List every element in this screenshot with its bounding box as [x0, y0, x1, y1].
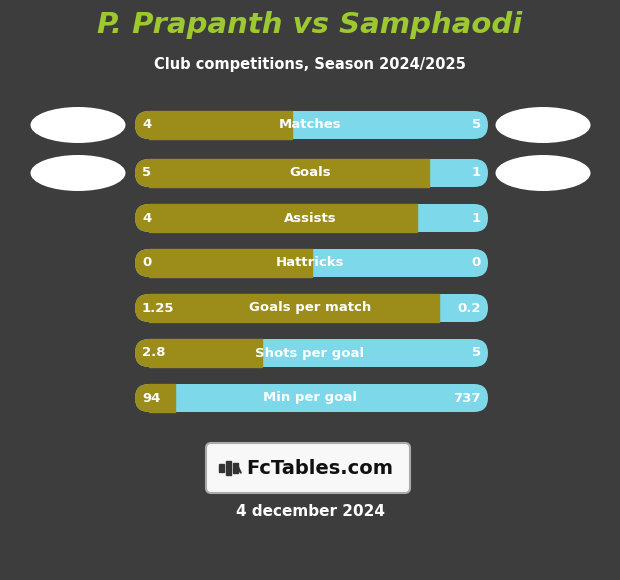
- Text: 0.2: 0.2: [458, 302, 481, 314]
- Text: 0: 0: [142, 256, 151, 270]
- Text: 4: 4: [142, 212, 151, 224]
- Text: Matches: Matches: [278, 118, 342, 132]
- FancyBboxPatch shape: [135, 249, 488, 277]
- Text: Club competitions, Season 2024/2025: Club competitions, Season 2024/2025: [154, 57, 466, 72]
- Bar: [149, 204, 417, 232]
- Bar: [149, 159, 429, 187]
- Bar: [149, 111, 292, 139]
- Text: P. Prapanth vs Samphaodi: P. Prapanth vs Samphaodi: [97, 11, 523, 39]
- FancyBboxPatch shape: [135, 339, 488, 367]
- FancyBboxPatch shape: [135, 204, 163, 232]
- FancyBboxPatch shape: [135, 204, 488, 232]
- Bar: [149, 384, 175, 412]
- Bar: [226, 461, 231, 475]
- FancyBboxPatch shape: [135, 159, 163, 187]
- FancyBboxPatch shape: [135, 294, 163, 322]
- Text: Hattricks: Hattricks: [276, 256, 344, 270]
- Text: 1: 1: [472, 212, 481, 224]
- Text: 94: 94: [142, 392, 161, 404]
- Text: Goals: Goals: [289, 166, 331, 179]
- Ellipse shape: [30, 155, 125, 191]
- Bar: [149, 249, 311, 277]
- FancyBboxPatch shape: [206, 443, 410, 493]
- Text: 5: 5: [142, 166, 151, 179]
- Text: 5: 5: [472, 346, 481, 360]
- FancyBboxPatch shape: [135, 384, 163, 412]
- FancyBboxPatch shape: [135, 111, 488, 139]
- Ellipse shape: [495, 107, 590, 143]
- FancyBboxPatch shape: [135, 384, 488, 412]
- Text: 2.8: 2.8: [142, 346, 166, 360]
- Text: 5: 5: [472, 118, 481, 132]
- FancyBboxPatch shape: [135, 294, 488, 322]
- Text: 4 december 2024: 4 december 2024: [236, 505, 384, 520]
- FancyBboxPatch shape: [135, 249, 163, 277]
- Text: Goals per match: Goals per match: [249, 302, 371, 314]
- Text: Shots per goal: Shots per goal: [255, 346, 365, 360]
- Text: 4: 4: [142, 118, 151, 132]
- Bar: [149, 294, 440, 322]
- FancyBboxPatch shape: [135, 339, 163, 367]
- FancyBboxPatch shape: [135, 111, 163, 139]
- Text: FcTables.com: FcTables.com: [247, 459, 394, 477]
- Ellipse shape: [495, 155, 590, 191]
- Text: Assists: Assists: [284, 212, 336, 224]
- Bar: [233, 463, 238, 473]
- Bar: [219, 464, 224, 472]
- Text: 0: 0: [472, 256, 481, 270]
- Text: 1: 1: [472, 166, 481, 179]
- Ellipse shape: [30, 107, 125, 143]
- Text: 737: 737: [453, 392, 481, 404]
- Text: 1.25: 1.25: [142, 302, 174, 314]
- Bar: [149, 339, 262, 367]
- FancyBboxPatch shape: [135, 159, 488, 187]
- Text: Min per goal: Min per goal: [263, 392, 357, 404]
